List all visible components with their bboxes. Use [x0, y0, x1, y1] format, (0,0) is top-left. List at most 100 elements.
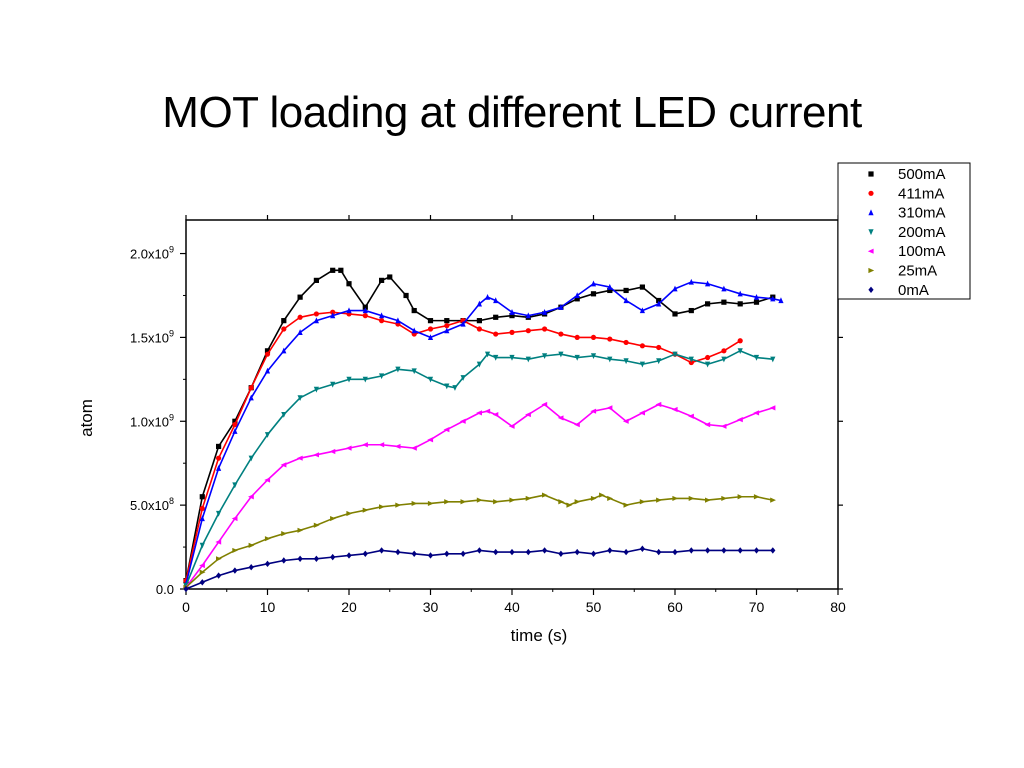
data-point — [721, 348, 727, 354]
data-point — [493, 297, 499, 304]
data-point — [493, 548, 499, 556]
data-point — [688, 307, 694, 314]
data-point — [231, 515, 238, 522]
data-point — [362, 376, 368, 383]
data-point — [574, 334, 580, 341]
data-point — [672, 285, 678, 292]
data-point — [509, 497, 516, 503]
data-point — [248, 542, 255, 548]
data-point — [216, 510, 222, 517]
data-point — [607, 287, 613, 294]
data-point — [313, 317, 319, 324]
data-point — [753, 354, 760, 361]
data-point — [460, 375, 466, 381]
data-point — [737, 301, 743, 307]
data-point — [753, 547, 760, 554]
data-point — [525, 312, 531, 319]
y-tick-label: 1.0x109 — [130, 412, 174, 429]
data-point — [509, 548, 515, 556]
data-point — [444, 318, 450, 324]
series-25mA — [183, 492, 776, 590]
data-point — [411, 368, 417, 375]
data-point — [297, 329, 303, 335]
data-point — [313, 311, 319, 317]
data-point — [558, 499, 565, 505]
data-point — [362, 442, 368, 448]
data-point — [313, 522, 320, 528]
data-point — [346, 376, 352, 383]
data-point — [411, 550, 417, 557]
legend-label: 0mA — [898, 282, 929, 299]
data-point — [509, 313, 515, 319]
data-point — [606, 405, 613, 411]
data-point — [394, 443, 401, 450]
data-point — [623, 287, 629, 294]
data-point — [460, 550, 466, 557]
data-point — [525, 411, 531, 418]
data-point — [199, 515, 205, 522]
x-tick-label: 80 — [830, 599, 846, 615]
data-point — [395, 366, 401, 373]
data-point — [427, 500, 434, 507]
legend-box — [837, 162, 971, 300]
data-point — [297, 294, 303, 300]
data-point — [232, 428, 238, 434]
data-point — [216, 465, 222, 471]
data-point — [558, 550, 564, 557]
data-point — [705, 497, 711, 503]
data-point — [476, 497, 483, 503]
data-point — [737, 494, 744, 500]
data-point — [770, 356, 776, 363]
data-point — [330, 312, 336, 319]
data-point — [492, 411, 499, 418]
data-point — [427, 326, 434, 332]
data-point — [444, 383, 450, 390]
data-point — [542, 492, 548, 498]
data-point — [672, 311, 678, 317]
data-point — [199, 569, 206, 575]
data-point — [330, 309, 336, 315]
data-point — [264, 536, 271, 542]
data-point — [330, 381, 336, 388]
data-point — [542, 309, 548, 315]
data-point — [574, 422, 580, 428]
data-point — [338, 267, 344, 273]
data-point — [281, 531, 287, 537]
data-point — [639, 307, 645, 314]
data-point — [281, 318, 287, 324]
data-point — [232, 567, 238, 574]
data-point — [721, 547, 727, 554]
data-point — [590, 550, 597, 557]
data-point — [411, 445, 417, 451]
data-point — [623, 358, 629, 365]
y-tick-label: 0.0 — [156, 582, 174, 597]
data-point — [672, 548, 678, 556]
data-point — [671, 406, 678, 413]
legend-label: 200mA — [898, 224, 946, 241]
data-point — [623, 548, 629, 556]
data-point — [427, 334, 434, 341]
data-point — [199, 542, 205, 549]
data-point — [493, 499, 499, 505]
data-point — [281, 557, 287, 564]
x-tick-label: 10 — [260, 599, 276, 615]
series-200mA — [183, 348, 776, 589]
data-point — [542, 326, 548, 332]
data-point — [297, 395, 303, 401]
series-310mA — [183, 278, 784, 587]
data-point — [476, 326, 482, 332]
data-point — [574, 292, 580, 299]
series-0mA — [183, 545, 776, 593]
data-point — [557, 415, 564, 421]
data-point — [639, 361, 645, 368]
data-point — [639, 343, 646, 349]
legend-marker — [868, 286, 874, 293]
series-500mA — [183, 267, 776, 584]
legend-marker — [868, 267, 875, 274]
legend: 500mA 411mA 310mA 200mA 100mA 25mA 0mA — [837, 162, 971, 300]
data-point — [508, 423, 515, 429]
data-point — [672, 351, 678, 358]
data-point — [216, 556, 222, 562]
data-point — [379, 547, 385, 554]
